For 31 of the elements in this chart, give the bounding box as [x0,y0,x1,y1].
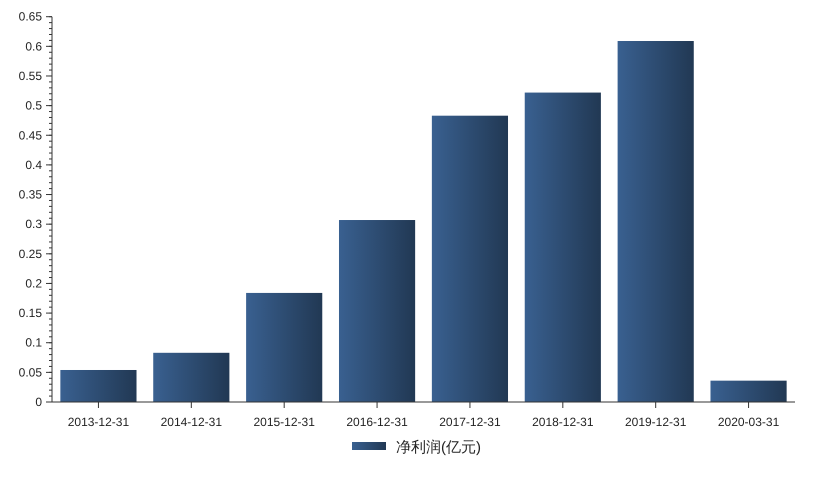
x-tick-label: 2018-12-31 [532,415,594,429]
x-tick-label: 2015-12-31 [253,415,316,429]
y-tick-label: 0.3 [25,217,42,232]
x-tick-label: 2020-03-31 [718,415,780,429]
y-tick-label: 0.35 [18,188,42,202]
y-tick-label: 0.45 [18,128,42,142]
y-tick-label: 0.25 [18,246,42,261]
bar [60,370,137,402]
x-tick-label: 2013-12-31 [68,415,130,429]
bar [338,220,416,402]
y-tick-label: 0.5 [25,98,42,113]
y-tick-label: 0.55 [18,68,42,83]
y-tick-label: 0.6 [25,39,42,54]
bar [524,92,601,402]
bar [153,352,230,402]
x-tick-label: 2019-12-31 [624,415,687,429]
y-tick-label: 0.4 [25,158,42,172]
x-tick-label: 2014-12-31 [160,415,222,429]
bar [710,380,787,402]
legend-label: 净利润(亿元) [396,439,481,456]
y-tick-label: 0 [35,395,42,409]
y-tick-label: 0.15 [18,306,42,320]
y-tick-label: 0.2 [25,276,42,290]
bar [246,292,322,402]
y-tick-label: 0.1 [25,336,42,350]
y-tick-label: 0.65 [18,10,42,24]
bar [618,41,694,402]
y-tick-label: 0.05 [18,365,42,380]
x-tick-label: 2017-12-31 [439,415,501,429]
bar [432,116,508,402]
x-tick-label: 2016-12-31 [346,415,408,429]
